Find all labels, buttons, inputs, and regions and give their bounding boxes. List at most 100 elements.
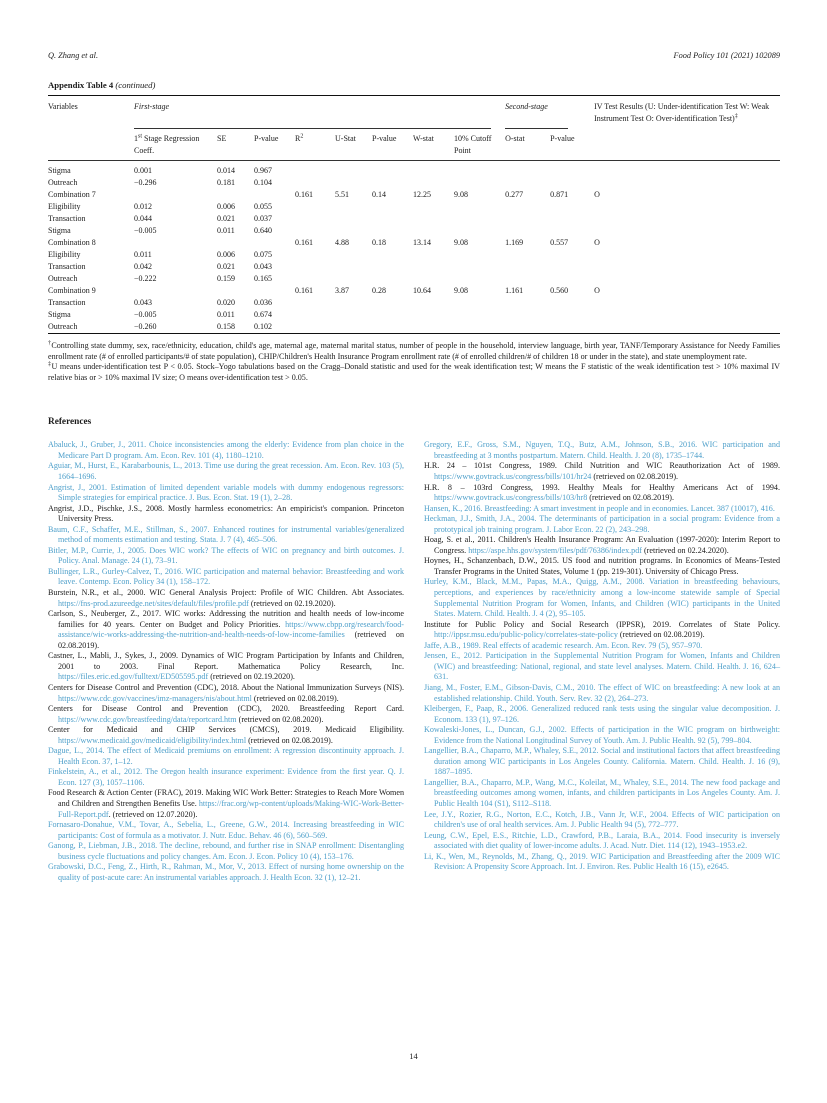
reference-link[interactable]: https://fns-prod.azureedge.net/sites/def…	[58, 598, 249, 608]
table-cell	[295, 225, 335, 237]
reference-link[interactable]: https://aspe.hhs.gov/system/files/pdf/76…	[468, 545, 642, 555]
reference-link[interactable]: Jaffe, A.B., 1989. Real effects of acade…	[424, 640, 703, 650]
table-cell	[335, 321, 372, 334]
table-cell: −0.005	[134, 310, 157, 319]
table-cell	[295, 213, 335, 225]
reference-link[interactable]: Lee, J.Y., Rozier, R.G., Norton, E.C., K…	[424, 809, 780, 830]
first-stage-group-header: First-stage	[134, 102, 170, 111]
reference-link[interactable]: https://www.govtrack.us/congress/bills/1…	[434, 493, 588, 503]
reference-link[interactable]: Gregory, E.F., Gross, S.M., Nguyen, T.Q.…	[424, 440, 780, 460]
variables-column-header: Variables	[48, 95, 134, 161]
table-cell: 0.104	[254, 178, 272, 187]
table-cell: Combination 9	[48, 286, 96, 295]
table-cell: 0.967	[254, 166, 272, 175]
table-row: Transaction 0.044 0.021 0.037	[48, 213, 780, 225]
table-cell: 12.25	[413, 190, 431, 199]
reference-link[interactable]: https://www.govtrack.us/congress/bills/1…	[434, 472, 592, 482]
table-cell	[550, 177, 594, 189]
reference-text: H.R. 8 – 103rd Congress, 1993. Healthy M…	[424, 482, 780, 492]
table-cell: 9.08	[454, 190, 468, 199]
table-cell	[372, 321, 413, 334]
table-cell	[372, 177, 413, 189]
table-cell	[550, 261, 594, 273]
reference-link[interactable]: Bullinger, L.R., Gurley-Calvez, T., 2016…	[48, 566, 404, 587]
table-cell	[594, 273, 780, 285]
reference-link[interactable]: Li, K., Wen, M., Reynolds, M., Zhang, Q.…	[424, 851, 780, 872]
reference-link[interactable]: Heckman, J.J., Smith, J.A., 2004. The de…	[424, 514, 780, 534]
table-cell	[505, 249, 550, 261]
table-cell	[295, 309, 335, 321]
table-cell	[413, 177, 454, 189]
reference-link[interactable]: http://ippsr.msu.edu/public-policy/corre…	[434, 630, 618, 640]
reference-link[interactable]: Finkelstein, A., et al., 2012. The Orego…	[48, 767, 404, 787]
table-cell	[372, 161, 413, 178]
table-cell	[505, 201, 550, 213]
table-cell	[134, 285, 217, 297]
table-cell	[295, 321, 335, 334]
reference-link[interactable]: Leung, C.W., Epel, E.S., Ritchie, L.D., …	[424, 830, 780, 851]
table-cell	[372, 201, 413, 213]
reference-link[interactable]: Ganong, P., Liebman, J.B., 2018. The dec…	[48, 841, 404, 861]
table-cell	[550, 321, 594, 334]
reference-link[interactable]: Langellier, B.A., Chaparro, M.P., Whaley…	[424, 746, 780, 777]
column-header: R2	[295, 130, 335, 161]
reference-link[interactable]: Baum, C.F., Schaffer, M.E., Stillman, S.…	[48, 524, 404, 545]
reference-link[interactable]: Hurley, K.M., Black, M.M., Papas, M.A., …	[424, 577, 780, 619]
reference-item: H.R. 24 – 101st Congress, 1989. Child Nu…	[424, 461, 780, 482]
table-cell	[295, 297, 335, 309]
table-cell	[372, 213, 413, 225]
reference-link[interactable]: Abaluck, J., Gruber, J., 2011. Choice in…	[48, 440, 404, 460]
table-cell	[413, 249, 454, 261]
table-cell	[134, 189, 217, 201]
reference-link[interactable]: https://files.eric.ed.gov/fulltext/ED505…	[58, 672, 209, 682]
reference-link[interactable]: Dague, L., 2014. The effect of Medicaid …	[48, 746, 404, 766]
reference-link[interactable]: https://www.cdc.gov/vaccines/imz-manager…	[58, 693, 252, 703]
reference-link[interactable]: https://www.cbpp.org/research/food-assis…	[58, 619, 404, 640]
reference-item: Bullinger, L.R., Gurley-Calvez, T., 2016…	[48, 567, 404, 588]
reference-link[interactable]: Angrist, J., 2001. Estimation of limited…	[48, 482, 404, 503]
reference-item: Institute for Public Policy and Social R…	[424, 620, 780, 641]
reference-text: (retrieved on 02.19.2020).	[208, 672, 295, 682]
table-cell: 0.158	[217, 322, 235, 331]
table-cell: Combination 8	[48, 238, 96, 247]
table-cell	[335, 177, 372, 189]
table-footnote: ‡U means under-identification test P < 0…	[48, 361, 781, 382]
table-cell	[594, 249, 780, 261]
reference-link[interactable]: Kleibergen, F., Paap, R., 2006. Generali…	[424, 704, 780, 724]
reference-text: Food Research & Action Center (FRAC), 20…	[48, 788, 404, 808]
table-footnote: †Controlling state dummy, sex, race/ethn…	[48, 340, 781, 361]
reference-link[interactable]: Hansen, K., 2016. Breastfeeding: A smart…	[424, 503, 775, 513]
table-cell: 0.557	[550, 238, 569, 247]
reference-link[interactable]: Fornasaro-Donahue, V.M., Tovar, A., Sebe…	[48, 820, 404, 840]
reference-text: Institute for Public Policy and Social R…	[424, 619, 780, 629]
reference-item: Fornasaro-Donahue, V.M., Tovar, A., Sebe…	[48, 820, 404, 841]
table-cell	[295, 161, 335, 178]
table-cell	[335, 201, 372, 213]
table-row: Outreach −0.260 0.158 0.102	[48, 321, 780, 334]
reference-item: Dague, L., 2014. The effect of Medicaid …	[48, 746, 404, 767]
table-cell	[134, 237, 217, 249]
table-cell	[217, 189, 254, 201]
table-cell: 13.14	[413, 238, 431, 247]
table-cell	[454, 273, 505, 285]
table-cell: 0.006	[217, 202, 235, 211]
reference-link[interactable]: https://frac.org/wp-content/uploads/Maki…	[58, 798, 404, 819]
table-cell: 0.021	[217, 262, 235, 271]
table-cell: 0.674	[254, 310, 272, 319]
table-cell	[550, 213, 594, 225]
footnote-marker: †	[48, 340, 52, 347]
reference-link[interactable]: Langellier, B.A., Chaparro, M.P., Wang, …	[424, 777, 780, 808]
reference-link[interactable]: https://www.cdc.gov/breastfeeding/data/r…	[58, 714, 237, 724]
iv-footnote-marker: ‡	[734, 112, 738, 119]
table-cell: Transaction	[48, 298, 86, 307]
reference-link[interactable]: Kowaleski-Jones, L., Duncan, G.J., 2002.…	[424, 725, 780, 745]
reference-link[interactable]: https://www.medicaid.gov/medicaid/eligib…	[58, 735, 247, 745]
reference-item: Grabowski, D.C., Feng, Z., Hirth, R., Ra…	[48, 862, 404, 883]
reference-link[interactable]: Aguiar, M., Hurst, E., Karabarbounis, L.…	[48, 461, 404, 482]
reference-item: H.R. 8 – 103rd Congress, 1993. Healthy M…	[424, 483, 780, 504]
reference-link[interactable]: Bitler, M.P., Currie, J., 2005. Does WIC…	[48, 545, 404, 566]
reference-link[interactable]: Jensen, E., 2012. Participation in the S…	[424, 651, 780, 682]
reference-link[interactable]: Grabowski, D.C., Feng, Z., Hirth, R., Ra…	[48, 862, 404, 882]
table-cell: 0.161	[295, 286, 313, 295]
reference-link[interactable]: Jiang, M., Foster, E.M., Gibson-Davis, C…	[424, 682, 780, 703]
